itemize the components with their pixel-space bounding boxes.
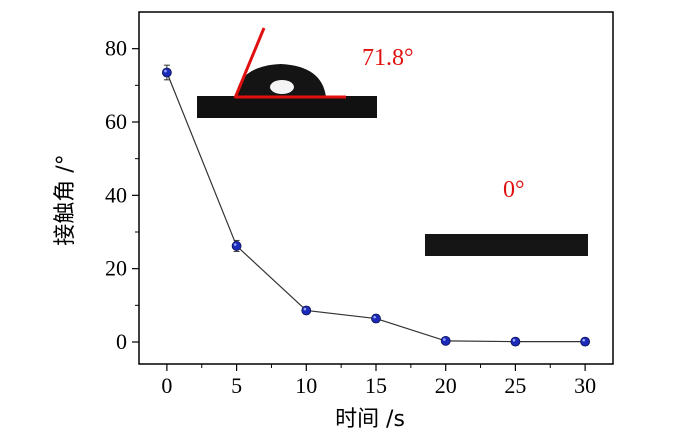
data-point (440, 335, 451, 346)
inset-images (197, 27, 588, 256)
data-point (231, 241, 242, 251)
x-tick-label: 25 (504, 373, 526, 398)
x-tick-label: 5 (231, 373, 242, 398)
y-tick-label: 0 (116, 329, 127, 354)
x-tick-label: 30 (574, 373, 596, 398)
annotation-angle-1: 71.8° (362, 45, 414, 71)
data-point-highlight (582, 338, 586, 342)
data-point-highlight (164, 69, 167, 73)
y-tick-label: 80 (105, 36, 127, 61)
data-point-highlight (303, 307, 307, 311)
y-tick-label: 40 (105, 182, 127, 207)
x-tick-label: 15 (365, 373, 387, 398)
data-point-highlight (373, 315, 376, 319)
data-point (161, 67, 172, 78)
axes-group: 0 5 10 15 20 25 30 0 20 40 60 80 (105, 11, 614, 398)
inset-substrate-right (425, 234, 588, 256)
x-tick-label: 20 (435, 373, 457, 398)
y-axis-label: 接触角 /° (53, 154, 78, 245)
y-tick-label: 20 (105, 256, 127, 281)
x-tick-label: 0 (161, 373, 172, 398)
data-point (371, 313, 381, 324)
contact-line-tangent (233, 27, 266, 99)
data-point (510, 336, 521, 347)
data-group (161, 64, 591, 347)
x-tick-label: 10 (295, 373, 317, 398)
data-point-highlight (443, 338, 446, 341)
droplet-highlight (270, 80, 294, 94)
inset-substrate-left (197, 96, 377, 118)
data-point (301, 305, 312, 316)
x-axis-label: 时间 /s (335, 407, 405, 432)
annotation-angle-2: 0° (503, 177, 525, 203)
data-point-highlight (233, 243, 237, 246)
data-point (580, 336, 591, 347)
data-point-highlight (512, 338, 516, 342)
y-tick-label: 60 (105, 109, 127, 134)
